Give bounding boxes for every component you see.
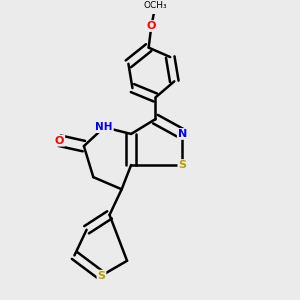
Text: O: O: [55, 136, 64, 146]
Text: N: N: [178, 129, 187, 139]
Text: O: O: [147, 21, 156, 31]
Text: S: S: [178, 160, 186, 170]
Text: OCH₃: OCH₃: [144, 1, 167, 10]
Text: NH: NH: [95, 122, 113, 132]
Text: S: S: [98, 271, 105, 281]
